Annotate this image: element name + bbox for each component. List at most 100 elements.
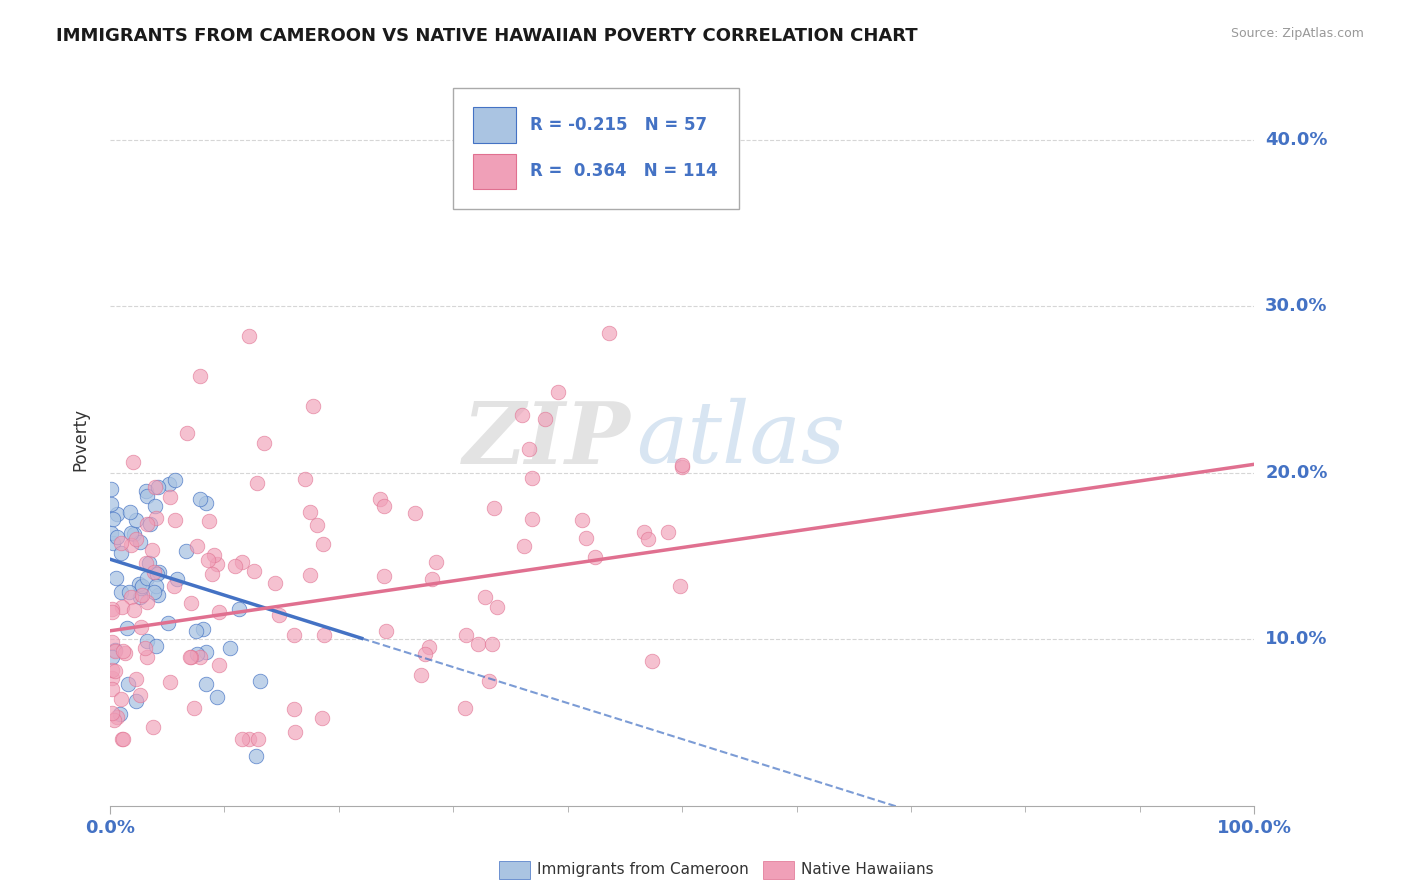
Point bbox=[101, 682, 124, 697]
Point bbox=[373, 569, 395, 583]
Point bbox=[135, 483, 157, 498]
Point bbox=[180, 596, 202, 610]
Point bbox=[243, 564, 266, 578]
Point bbox=[125, 513, 148, 527]
Point bbox=[180, 650, 202, 665]
Point bbox=[146, 480, 169, 494]
Point bbox=[145, 579, 167, 593]
Point bbox=[368, 492, 391, 507]
Text: Source: ZipAtlas.com: Source: ZipAtlas.com bbox=[1230, 27, 1364, 40]
Point bbox=[294, 472, 316, 486]
Point bbox=[311, 711, 333, 725]
Point bbox=[373, 499, 395, 513]
Point bbox=[194, 645, 217, 659]
Point bbox=[111, 644, 134, 658]
Point bbox=[110, 691, 132, 706]
Point bbox=[637, 532, 659, 546]
Point bbox=[100, 526, 122, 541]
Point bbox=[194, 677, 217, 691]
Point bbox=[166, 573, 188, 587]
Point bbox=[184, 624, 207, 638]
Point bbox=[143, 480, 166, 494]
Point bbox=[111, 599, 134, 614]
Point bbox=[101, 605, 124, 619]
Point bbox=[163, 513, 186, 527]
Point bbox=[176, 425, 198, 440]
Point bbox=[101, 706, 124, 720]
Point bbox=[668, 579, 690, 593]
Point bbox=[104, 664, 127, 678]
Point bbox=[671, 458, 693, 473]
Y-axis label: Poverty: Poverty bbox=[72, 408, 89, 471]
Text: atlas: atlas bbox=[637, 398, 845, 481]
Point bbox=[111, 732, 134, 747]
Point bbox=[205, 557, 228, 571]
Point bbox=[142, 720, 165, 734]
Point bbox=[249, 673, 271, 688]
Point bbox=[135, 595, 157, 609]
Point bbox=[474, 591, 496, 605]
Point bbox=[134, 640, 156, 655]
Point bbox=[129, 590, 152, 604]
Point bbox=[105, 530, 128, 544]
Point bbox=[197, 553, 219, 567]
Point bbox=[245, 748, 267, 763]
Point bbox=[141, 542, 163, 557]
Point bbox=[163, 473, 186, 487]
Point bbox=[194, 496, 217, 510]
Point bbox=[671, 460, 693, 475]
Text: 10.0%: 10.0% bbox=[1265, 630, 1327, 648]
Text: 30.0%: 30.0% bbox=[1265, 297, 1327, 315]
Point bbox=[105, 709, 128, 723]
Point bbox=[179, 650, 201, 665]
Point bbox=[142, 585, 165, 599]
Point bbox=[157, 616, 180, 631]
Point bbox=[302, 399, 325, 413]
Point bbox=[478, 674, 501, 689]
Point bbox=[101, 512, 124, 526]
Point bbox=[104, 571, 127, 585]
Point bbox=[183, 701, 205, 715]
Point bbox=[263, 576, 285, 591]
Point bbox=[512, 408, 534, 422]
Point bbox=[188, 369, 211, 384]
FancyBboxPatch shape bbox=[472, 153, 516, 189]
Point bbox=[246, 475, 269, 490]
Point bbox=[231, 555, 253, 569]
FancyBboxPatch shape bbox=[472, 107, 516, 143]
Point bbox=[157, 476, 180, 491]
Point bbox=[583, 549, 606, 564]
Point bbox=[122, 526, 145, 541]
Text: R =  0.364   N = 114: R = 0.364 N = 114 bbox=[530, 162, 717, 180]
Point bbox=[121, 455, 143, 469]
Point bbox=[118, 505, 141, 519]
Point bbox=[467, 637, 489, 651]
Point bbox=[101, 602, 124, 616]
Point bbox=[484, 501, 506, 516]
Point bbox=[283, 701, 305, 715]
Point bbox=[103, 535, 125, 549]
Point bbox=[415, 647, 437, 661]
Point bbox=[534, 411, 557, 425]
Point bbox=[131, 578, 153, 592]
Point bbox=[129, 688, 152, 702]
Point bbox=[197, 514, 219, 528]
Point bbox=[142, 565, 165, 579]
Point bbox=[120, 538, 142, 552]
Point bbox=[159, 674, 181, 689]
Point bbox=[409, 668, 432, 682]
Point bbox=[146, 588, 169, 602]
Point bbox=[146, 567, 169, 582]
Point bbox=[267, 608, 290, 623]
Text: Immigrants from Cameroon: Immigrants from Cameroon bbox=[537, 863, 749, 877]
Point bbox=[224, 559, 246, 574]
Point bbox=[131, 588, 153, 602]
Point bbox=[454, 628, 477, 642]
Point bbox=[201, 566, 224, 581]
Point bbox=[145, 639, 167, 653]
Point bbox=[117, 676, 139, 690]
Point bbox=[110, 546, 132, 560]
Point bbox=[143, 499, 166, 513]
Point bbox=[110, 535, 132, 549]
Point bbox=[186, 539, 208, 553]
